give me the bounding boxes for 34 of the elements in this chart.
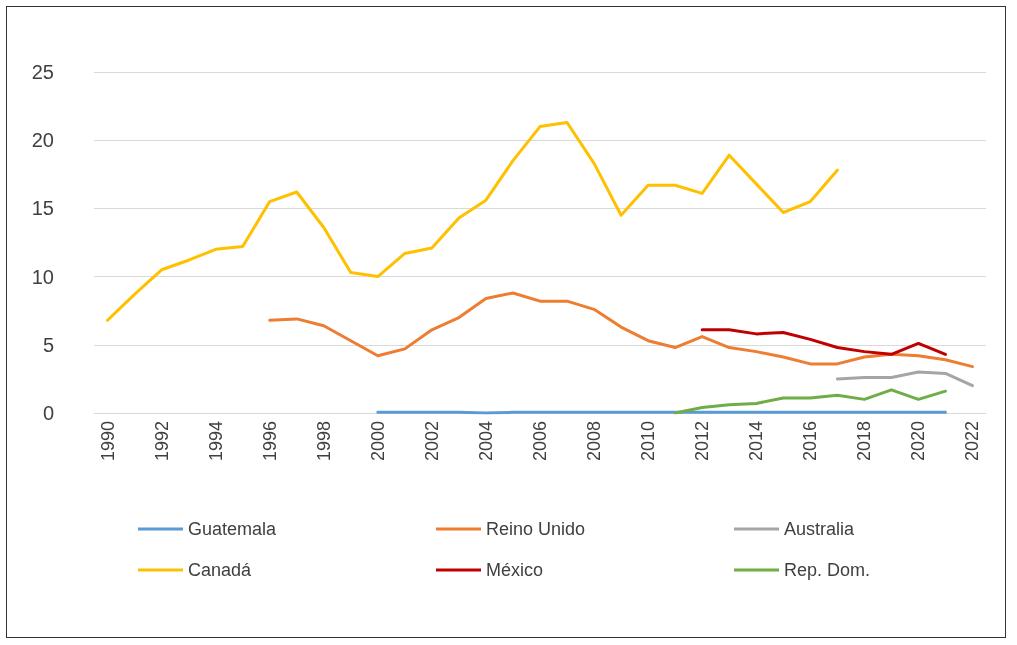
x-tick-label: 1990 [97,421,118,462]
x-tick-label: 2022 [962,421,983,462]
legend-label: Guatemala [188,519,278,539]
line-series [700,328,947,356]
x-tick-label: 2012 [692,421,713,462]
x-tick-label: 2002 [421,421,442,462]
x-tick-label: 2010 [638,421,659,462]
y-tick-label: 15 [31,197,54,220]
y-tick-label: 25 [31,61,54,83]
x-tick-label: 1992 [151,421,172,462]
x-tick-label: 2008 [584,421,605,462]
legend-label: Reino Unido [486,519,586,539]
y-tick-label: 0 [42,402,54,424]
legend-label: Canadá [188,560,253,580]
y-tick-label: 5 [42,333,54,356]
line-series [106,120,839,322]
x-tick-label: 2016 [800,421,821,462]
line-series [673,388,947,415]
x-tick-label: 1994 [205,421,226,462]
x-tick-label: 2014 [746,421,767,462]
line-series [268,291,974,369]
x-tick-label: 2020 [908,421,929,462]
x-tick-label: 1998 [313,421,334,462]
x-tick-label: 2006 [530,421,550,462]
line-series [835,370,974,388]
x-tick-label: 2018 [854,421,875,462]
x-tick-label: 2000 [367,421,388,462]
legend-label: México [486,560,544,580]
legend-label: Rep. Dom. [784,560,871,580]
x-tick-label: 1996 [259,421,280,462]
x-tick-label: 2004 [475,421,496,462]
y-tick-label: 10 [31,265,54,288]
legend-label: Australia [784,519,856,539]
y-tick-label: 20 [31,129,54,152]
